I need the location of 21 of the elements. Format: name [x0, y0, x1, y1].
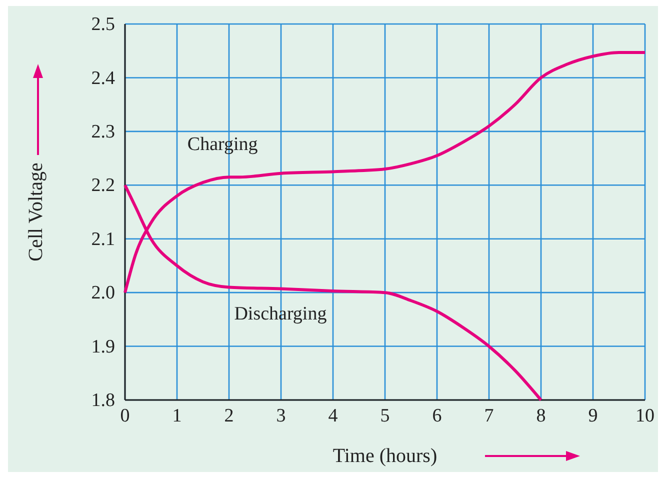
y-axis-title: Cell Voltage — [25, 162, 47, 262]
x-tick-label: 3 — [276, 405, 286, 426]
y-tick-label: 1.8 — [91, 390, 115, 412]
y-tick-label: 2.3 — [91, 122, 115, 143]
y-tick-label: 2.0 — [91, 282, 115, 304]
x-tick-label: 2 — [224, 405, 234, 426]
y-tick-label: 2.1 — [91, 228, 115, 250]
y-tick-label: 2.2 — [91, 175, 115, 196]
x-tick-label: 8 — [536, 405, 546, 426]
x-tick-label: 10 — [636, 405, 654, 426]
x-tick-label: 1 — [172, 405, 182, 426]
x-tick-label: 4 — [328, 405, 338, 426]
x-tick-label: 5 — [380, 405, 390, 426]
x-axis-title: Time (hours) — [332, 445, 438, 467]
x-tick-label: 9 — [588, 405, 598, 426]
y-tick-label: 2.4 — [91, 68, 116, 89]
x-tick-label: 0 — [120, 405, 130, 426]
y-tick-label: 2.5 — [91, 14, 115, 36]
x-tick-label: 6 — [432, 405, 442, 426]
x-tick-label: 7 — [484, 405, 494, 426]
y-tick-label: 1.9 — [91, 336, 115, 358]
